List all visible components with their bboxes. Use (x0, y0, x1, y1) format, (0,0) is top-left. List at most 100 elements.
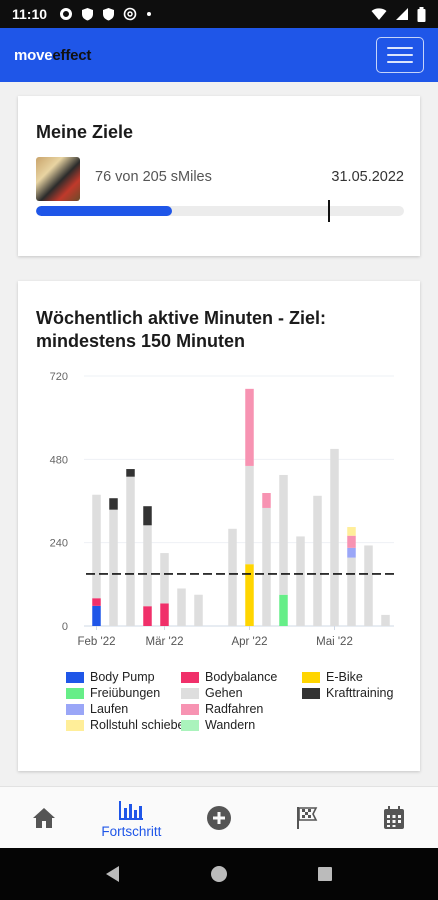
bar-segment (160, 603, 169, 626)
nav-progress[interactable]: Fortschritt (88, 787, 176, 848)
nav-challenges[interactable] (263, 787, 351, 848)
logo-move-text: move (14, 46, 53, 64)
legend-label: Gehen (205, 686, 243, 700)
bar-chart-icon (119, 800, 144, 820)
wifi-icon (371, 8, 387, 20)
x-tick-label: Apr '22 (231, 636, 267, 648)
shield-icon (103, 8, 115, 21)
nav-calendar[interactable] (350, 787, 438, 848)
legend-swatch (302, 687, 320, 699)
nav-progress-label: Fortschritt (101, 823, 162, 839)
bar-segment (92, 598, 101, 606)
legend-label: Freiübungen (90, 686, 161, 700)
legend-swatch (66, 719, 84, 731)
legend-item[interactable]: Freiübungen (66, 686, 160, 700)
goals-card[interactable]: Meine Ziele 76 von 205 sMiles 31.05.2022 (18, 96, 420, 256)
menu-button[interactable] (376, 37, 424, 73)
calendar-icon (384, 805, 405, 829)
bar-segment (143, 506, 152, 526)
goal-image (36, 157, 80, 201)
bar-segment (262, 493, 271, 508)
bar-segment (347, 535, 356, 548)
bar-segment (92, 605, 101, 626)
back-icon[interactable] (104, 865, 122, 883)
y-tick-label: 0 (62, 621, 68, 633)
gear-icon (60, 8, 73, 20)
legend-swatch (181, 719, 199, 731)
legend-label: Body Pump (90, 670, 155, 684)
bar-segment (262, 507, 271, 626)
bar-segment (347, 527, 356, 536)
bottom-nav: Fortschritt (0, 786, 438, 848)
chart-legend: Body Pump Bodybalance E-Bike Freiübungen Geh… (66, 669, 406, 733)
goal-progress-marker (328, 200, 330, 222)
legend-swatch (302, 671, 320, 683)
legend-item[interactable]: Bodybalance (181, 670, 277, 684)
legend-item[interactable]: Radfahren (181, 702, 263, 716)
x-tick-label: Feb '22 (78, 636, 116, 648)
flag-icon (296, 806, 317, 829)
system-nav-bar (0, 848, 438, 900)
status-time: 11:10 (12, 6, 48, 22)
y-tick-label: 720 (50, 371, 68, 383)
legend-label: Bodybalance (205, 670, 278, 684)
bar-segment (177, 588, 186, 626)
bar-segment (109, 498, 118, 510)
bar-segment (194, 594, 203, 626)
bar-segment (92, 494, 101, 599)
home-icon (32, 807, 55, 828)
goal-progress-text: 76 von 205 sMiles (95, 169, 212, 185)
legend-swatch (66, 687, 84, 699)
legend-swatch (66, 671, 84, 683)
bar-segment (160, 553, 169, 604)
legend-item[interactable]: Rollstuhl schieben (66, 718, 191, 732)
legend-item[interactable]: Body Pump (66, 670, 155, 684)
bar-segment (279, 474, 288, 595)
recents-icon[interactable] (316, 865, 334, 883)
bar-segment (279, 594, 288, 626)
legend-label: Radfahren (205, 702, 264, 716)
legend-label: Rollstuhl schieben (90, 718, 192, 732)
y-tick-label: 480 (50, 454, 68, 466)
goal-progress-bar (36, 206, 404, 216)
bar-segment (228, 528, 237, 626)
bar-segment (109, 509, 118, 626)
dot-icon (147, 12, 152, 16)
status-bar: 11:10 (0, 0, 438, 28)
legend-item[interactable]: Laufen (66, 702, 128, 716)
hamburger-icon (387, 47, 413, 49)
legend-swatch (181, 687, 199, 699)
goal-progress-fill (36, 206, 173, 216)
legend-label: Wandern (205, 718, 256, 732)
bar-segment (245, 564, 254, 626)
x-tick-label: Mär '22 (146, 636, 184, 648)
shield-icon (82, 8, 94, 21)
bar-segment (245, 388, 254, 466)
nav-add[interactable] (175, 787, 263, 848)
bar-segment (296, 536, 305, 626)
legend-row: Body Pump Bodybalance E-Bike (66, 669, 406, 685)
nav-home[interactable] (0, 787, 88, 848)
add-circle-icon (206, 805, 231, 830)
legend-item[interactable]: Krafttraining (302, 686, 393, 700)
bar-segment (126, 476, 135, 626)
legend-item[interactable]: Gehen (181, 686, 243, 700)
legend-swatch (181, 671, 199, 683)
legend-swatch (181, 703, 199, 715)
at-icon (123, 7, 137, 21)
signal-icon (396, 8, 408, 20)
goal-date: 31.05.2022 (331, 169, 404, 185)
legend-item[interactable]: E-Bike (302, 670, 363, 684)
goals-title: Meine Ziele (36, 122, 134, 142)
legend-label: Krafttraining (326, 686, 394, 700)
legend-item[interactable]: Wandern (181, 718, 255, 732)
bar-segment (313, 495, 322, 626)
app-logo[interactable]: moveeffect (14, 47, 91, 64)
legend-label: E-Bike (326, 670, 363, 684)
activity-title: Wöchentlich aktive Minuten - Ziel: minde… (36, 308, 327, 351)
legend-label: Laufen (90, 702, 129, 716)
logo-effect-text: effect (52, 46, 92, 64)
y-tick-label: 240 (50, 538, 68, 550)
legend-row: Freiübungen Gehen Krafttraining (66, 685, 406, 701)
home-circle-icon[interactable] (210, 865, 228, 883)
